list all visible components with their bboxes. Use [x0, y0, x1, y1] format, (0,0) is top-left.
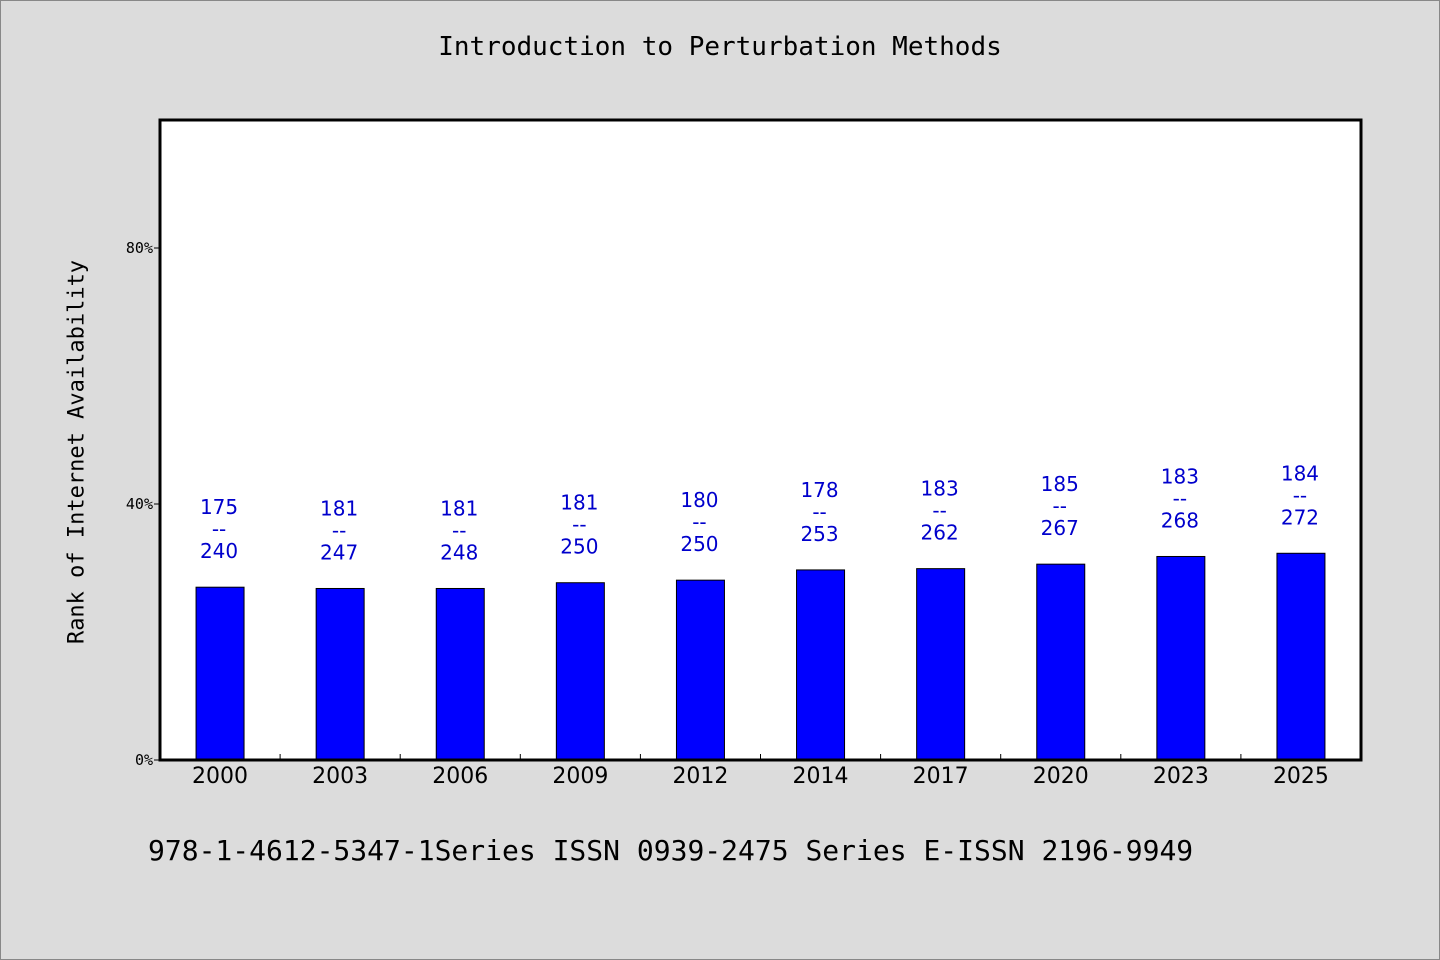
bar-label-bottom-2014: 253: [800, 522, 838, 546]
x-tick-label-2009: 2009: [552, 764, 608, 789]
bar-2006: [435, 587, 485, 761]
bar-label-top-2014: 178: [800, 478, 838, 502]
bar-label-separator-2017: --: [932, 499, 946, 523]
bar-label-separator-2006: --: [452, 518, 466, 542]
y-axis-label: Rank of Internet Availability: [64, 259, 90, 645]
bar-label-separator-2020: --: [1053, 494, 1067, 518]
y-tick-label-80pct: 80%: [126, 239, 153, 257]
x-tick-label-2023: 2023: [1153, 764, 1209, 789]
bar-label-separator-2003: --: [332, 518, 346, 542]
bar-2014: [796, 569, 846, 761]
bar-2017: [916, 568, 966, 761]
bar-label-separator-2009: --: [572, 513, 586, 537]
bar-label-top-2025: 184: [1281, 461, 1319, 485]
bar-2009: [555, 582, 605, 761]
bar-label-bottom-2025: 272: [1281, 505, 1319, 529]
x-tick-label-2020: 2020: [1033, 764, 1089, 789]
bar-label-bottom-2006: 248: [440, 540, 478, 564]
bar-2020: [1036, 563, 1086, 761]
bar-label-bottom-2009: 250: [560, 535, 598, 559]
bar-label-top-2017: 183: [921, 477, 959, 501]
bar-label-bottom-2000: 240: [200, 539, 238, 563]
x-tick-label-2014: 2014: [793, 764, 849, 789]
bar-label-top-2012: 180: [680, 488, 718, 512]
bar-2012: [675, 579, 725, 761]
x-tick-label-2025: 2025: [1273, 764, 1329, 789]
x-tick-label-2006: 2006: [432, 764, 488, 789]
bar-2023: [1156, 555, 1206, 761]
bar-2000: [195, 586, 245, 761]
footnote: 978-1-4612-5347-1Series ISSN 0939-2475 S…: [148, 834, 1194, 867]
bar-label-top-2006: 181: [440, 496, 478, 520]
bar-label-separator-2000: --: [212, 517, 226, 541]
bar-label-bottom-2012: 250: [680, 532, 718, 556]
bar-label-top-2023: 183: [1161, 464, 1199, 488]
bar-label-separator-2025: --: [1293, 483, 1307, 507]
bar-label-bottom-2020: 267: [1041, 516, 1079, 540]
plot-frame: [158, 118, 1363, 762]
bar-label-top-2000: 175: [200, 495, 238, 519]
bar-label-bottom-2003: 247: [320, 540, 358, 564]
x-tick-label-2017: 2017: [913, 764, 969, 789]
bar-label-separator-2014: --: [812, 500, 826, 524]
bar-label-bottom-2023: 268: [1161, 508, 1199, 532]
y-tick-label-0pct: 0%: [135, 751, 153, 769]
x-tick-label-2012: 2012: [672, 764, 728, 789]
bar-label-top-2009: 181: [560, 491, 598, 515]
bar-2003: [315, 587, 365, 761]
bar-label-top-2003: 181: [320, 496, 358, 520]
x-tick-label-2000: 2000: [192, 764, 248, 789]
chart-title: Introduction to Perturbation Methods: [438, 32, 1002, 62]
bar-label-separator-2023: --: [1173, 486, 1187, 510]
x-tick-label-2003: 2003: [312, 764, 368, 789]
bar-label-bottom-2017: 262: [921, 521, 959, 545]
bar-label-separator-2012: --: [692, 510, 706, 534]
bar-2025: [1276, 552, 1326, 761]
bar-label-top-2020: 185: [1041, 472, 1079, 496]
y-tick-label-40pct: 40%: [126, 495, 153, 513]
